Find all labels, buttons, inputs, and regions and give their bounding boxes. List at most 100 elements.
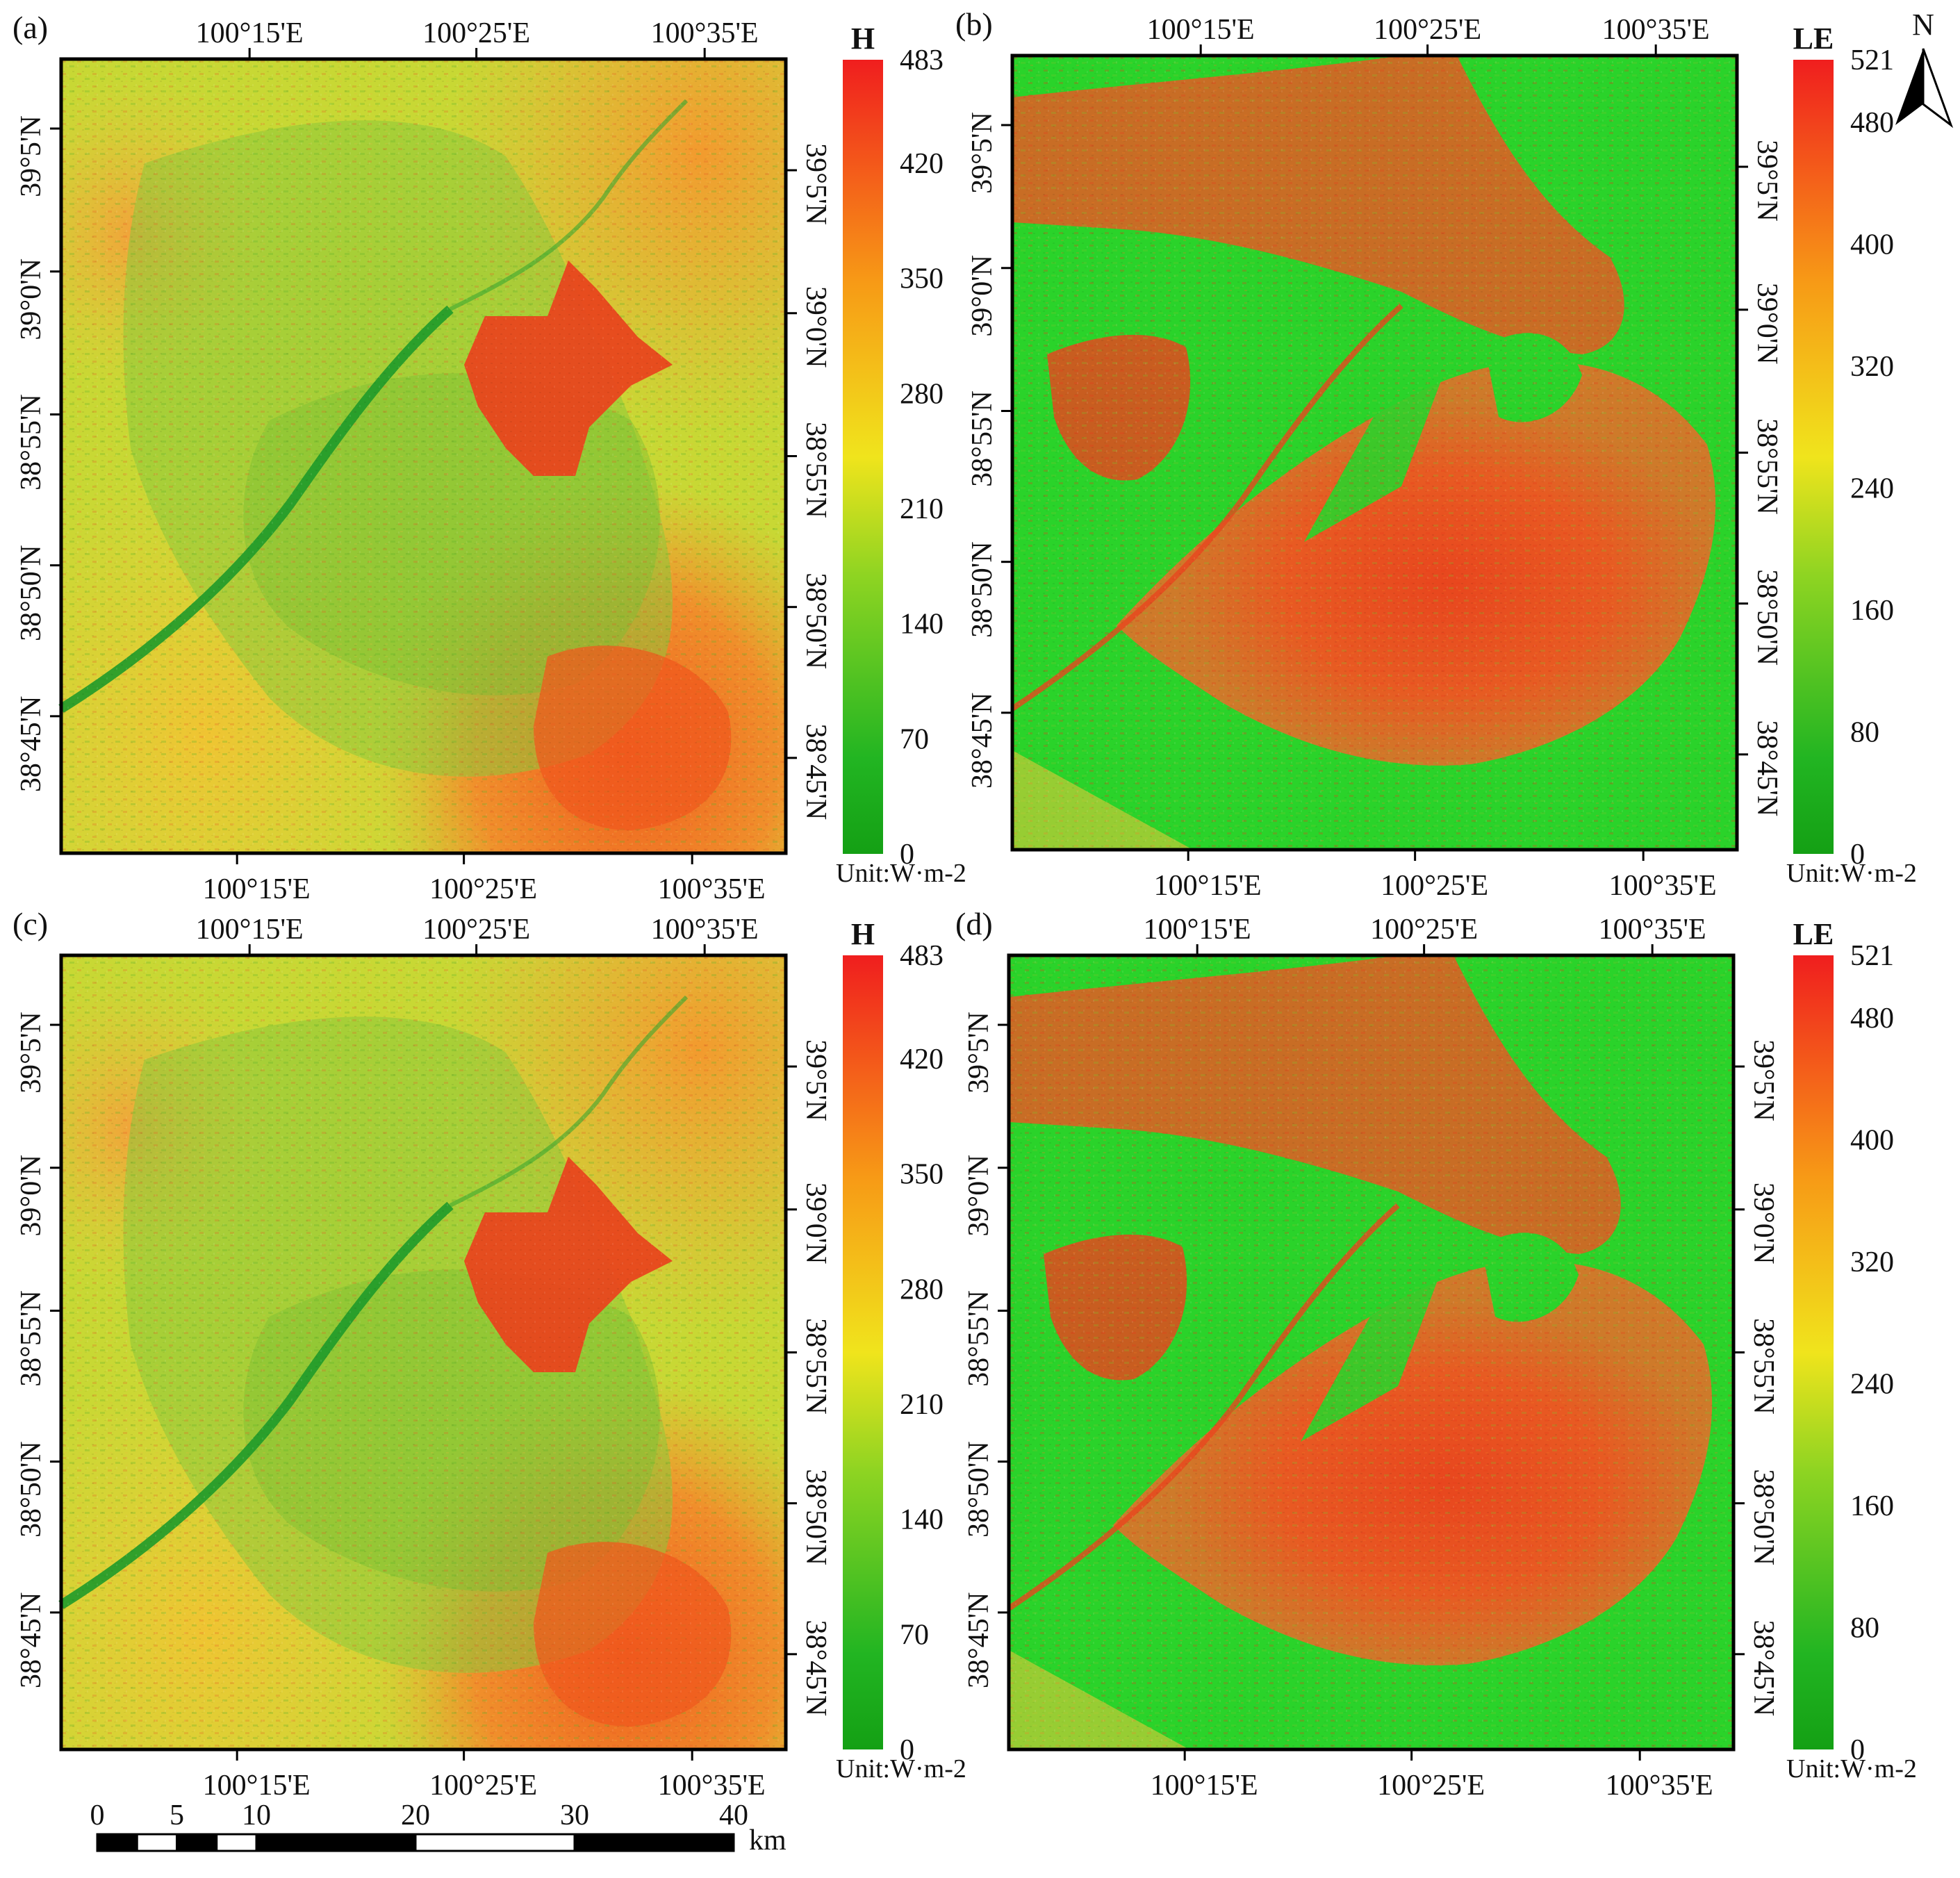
legend-tick-label: 0 (900, 1734, 914, 1766)
lat-label-left: 39°5'N (966, 112, 998, 194)
lat-label-left: 39°5'N (15, 115, 47, 197)
lon-label-bottom: 100°35'E (658, 873, 766, 905)
legend-title: LE (1793, 917, 1834, 951)
lat-label-left: 39°5'N (15, 1012, 47, 1094)
legend-tick-label: 521 (1850, 940, 1894, 972)
lat-label-right: 39°0'N (1747, 1183, 1779, 1265)
legend-title: LE (1793, 22, 1834, 56)
lat-label-left: 38°45'N (15, 1592, 47, 1688)
map-panel-b: (b) 100°15'E 100°15'E 100°25'E 100°25'E 100°3… (955, 6, 1917, 902)
lat-label-right: 38°45'N (800, 723, 832, 820)
scale-bar-segment (176, 1833, 218, 1852)
scale-bar-label: 20 (401, 1799, 430, 1831)
lat-label-left: 38°55'N (963, 1290, 995, 1387)
lon-label-bottom: 100°35'E (1606, 1770, 1713, 1802)
legend-tick-label: 521 (1850, 44, 1894, 76)
lon-label-bottom: 100°35'E (1609, 870, 1717, 902)
lat-label-left: 38°55'N (966, 390, 998, 487)
lat-label-left: 38°55'N (15, 394, 47, 491)
legend-tick-label: 240 (1850, 1368, 1894, 1400)
legend-tick-label: 420 (900, 1044, 944, 1076)
lat-label-right: 39°5'N (1747, 1039, 1779, 1121)
legend-tick-label: 70 (900, 723, 929, 755)
legend-tick-label: 320 (1850, 1246, 1894, 1278)
lat-label-right: 39°5'N (800, 1039, 832, 1121)
lon-label-top: 100°25'E (1370, 914, 1478, 946)
lat-label-left: 39°0'N (966, 255, 998, 337)
legend-unit: Unit:W·m-2 (836, 859, 966, 888)
scale-bar-segment (414, 1833, 576, 1852)
flux-map-raster (61, 955, 786, 1749)
map-panel-c: (c) 100°15'E 100°15'E 100°25'E 100°25'E 100°3… (13, 906, 966, 1802)
legend-tick-label: 483 (900, 940, 944, 972)
lat-label-right: 39°0'N (1751, 283, 1783, 365)
legend-tick-label: 240 (1850, 472, 1894, 504)
lat-label-left: 38°50'N (15, 545, 47, 641)
legend-colorbar (1793, 955, 1834, 1749)
legend-tick-label: 0 (1850, 839, 1865, 871)
lat-label-left: 38°50'N (963, 1441, 995, 1538)
map-panel-a: (a) 100°15'E 100°15'E 100°25'E 100°25'E 100°3… (13, 10, 966, 905)
lat-label-right: 39°5'N (800, 143, 832, 225)
lat-label-right: 38°50'N (1751, 569, 1783, 666)
color-legend: LE 0 80 160 240 320 400 480 521 Unit:W·m-2 (1786, 917, 1917, 1784)
lon-label-bottom: 100°25'E (429, 1770, 537, 1802)
lat-label-left: 39°0'N (15, 1155, 47, 1237)
lat-label-left: 38°50'N (15, 1441, 47, 1538)
panel-label: (a) (13, 10, 48, 45)
panel-label: (c) (13, 906, 48, 941)
flux-map-raster (1009, 955, 1733, 1749)
panel-label: (b) (955, 6, 993, 42)
lon-label-top: 100°25'E (422, 17, 530, 49)
north-arrow-left (1895, 49, 1923, 125)
scale-bar-label: 10 (242, 1799, 271, 1831)
lat-label-left: 38°55'N (15, 1290, 47, 1387)
legend-tick-label: 483 (900, 44, 944, 76)
scale-bar-label: 5 (170, 1799, 184, 1831)
scale-bar-unit: km (749, 1825, 787, 1856)
lon-label-bottom: 100°35'E (658, 1770, 766, 1802)
legend-tick-label: 160 (1850, 1490, 1894, 1522)
color-legend: LE 0 80 160 240 320 400 480 521 Unit:W·m-2 (1786, 22, 1917, 888)
lat-label-right: 38°45'N (1751, 720, 1783, 816)
legend-tick-label: 80 (1850, 716, 1879, 748)
lat-label-right: 38°50'N (800, 1469, 832, 1565)
lon-label-bottom: 100°15'E (203, 873, 311, 905)
lon-label-top: 100°25'E (1374, 14, 1481, 46)
scale-bar-segment (135, 1833, 178, 1852)
legend-unit: Unit:W·m-2 (836, 1754, 966, 1784)
lon-label-bottom: 100°15'E (1151, 1770, 1258, 1802)
lon-label-top: 100°25'E (422, 914, 530, 946)
scale-bar-segment (255, 1833, 417, 1852)
lat-label-right: 38°55'N (800, 422, 832, 518)
lat-label-right: 39°5'N (1751, 140, 1783, 222)
scale-bar-segment (215, 1833, 258, 1852)
legend-tick-label: 140 (900, 1504, 944, 1536)
legend-tick-label: 400 (1850, 1124, 1894, 1156)
lat-label-right: 38°55'N (1751, 418, 1783, 515)
lat-label-right: 38°50'N (1747, 1469, 1779, 1565)
legend-title: H (851, 22, 875, 56)
flux-map-raster (61, 59, 786, 853)
legend-tick-label: 140 (900, 609, 944, 641)
lat-label-right: 38°45'N (800, 1620, 832, 1716)
north-label: N (1912, 8, 1934, 42)
scale-bar-segment (573, 1833, 735, 1852)
legend-tick-label: 210 (900, 493, 944, 525)
legend-tick-label: 480 (1850, 107, 1894, 139)
legend-tick-label: 160 (1850, 595, 1894, 627)
legend-tick-label: 210 (900, 1389, 944, 1421)
legend-tick-label: 480 (1850, 1003, 1894, 1035)
legend-unit: Unit:W·m-2 (1786, 859, 1917, 888)
lat-label-right: 38°45'N (1747, 1620, 1779, 1716)
lat-label-left: 39°0'N (963, 1155, 995, 1237)
legend-tick-label: 320 (1850, 351, 1894, 383)
lon-label-top: 100°35'E (651, 17, 759, 49)
lat-label-left: 38°45'N (15, 695, 47, 792)
lat-label-right: 38°55'N (1747, 1318, 1779, 1415)
lon-label-top: 100°15'E (196, 17, 304, 49)
scale-bar-label: 0 (90, 1799, 105, 1831)
